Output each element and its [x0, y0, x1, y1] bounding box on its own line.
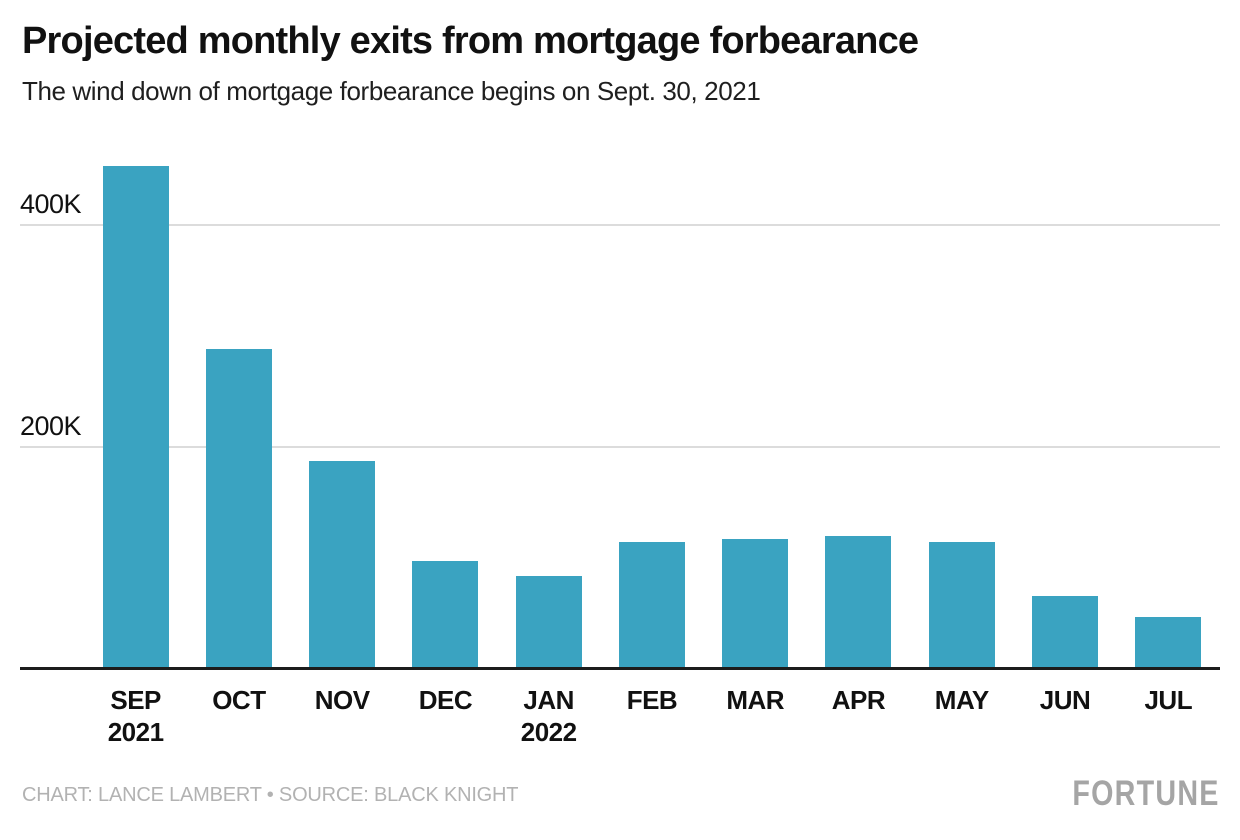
bar-sep — [102, 165, 169, 668]
gridline-200k — [20, 445, 1220, 448]
x-axis-line — [20, 667, 1220, 670]
bar-jul — [1135, 616, 1202, 668]
x-tick-label-oct: OCT — [212, 685, 266, 715]
bar-dec — [412, 561, 479, 668]
bar-mar — [722, 539, 789, 668]
gridline-400k — [20, 223, 1220, 226]
y-tick-label-400k: 400K — [20, 188, 82, 219]
bar-apr — [825, 535, 892, 668]
bar-column-oct: OCT — [187, 150, 290, 715]
bar-column-mar: MAR — [704, 150, 807, 715]
bar-column-jan: JAN 2022 — [497, 150, 600, 747]
bar-oct — [205, 349, 272, 668]
plot-area: 400K 200K SEP 2021 OCT NOV DEC JAN 2022 FEB MAR… — [20, 150, 1220, 747]
x-tick-label-nov: NOV — [314, 685, 370, 715]
page-title: Projected monthly exits from mortgage fo… — [22, 20, 919, 62]
bar-jun — [1032, 595, 1099, 668]
bar-nov — [309, 461, 376, 668]
bar-feb — [618, 542, 685, 668]
bar-column-apr: APR — [807, 150, 910, 715]
bar-column-nov: NOV — [291, 150, 394, 715]
x-tick-label-jan: JAN 2022 — [520, 685, 577, 747]
x-tick-label-dec: DEC — [418, 685, 473, 715]
x-tick-label-mar: MAR — [726, 685, 785, 715]
x-tick-label-may: MAY — [934, 685, 989, 715]
bar-column-may: MAY — [910, 150, 1013, 715]
x-tick-label-jun: JUN — [1039, 685, 1091, 715]
x-tick-label-jul: JUL — [1144, 685, 1193, 715]
bar-column-jul: JUL — [1117, 150, 1220, 715]
bar-may — [928, 542, 995, 668]
fortune-logo: FORTUNE — [1072, 774, 1220, 813]
chart-subtitle: The wind down of mortgage forbearance be… — [22, 76, 761, 106]
bar-column-sep: SEP 2021 — [84, 150, 187, 747]
y-tick-label-200k: 200K — [20, 410, 82, 441]
bar-column-dec: DEC — [394, 150, 497, 715]
bar-column-feb: FEB — [600, 150, 703, 715]
bar-column-jun: JUN — [1013, 150, 1116, 715]
x-tick-label-apr: APR — [831, 685, 886, 715]
bar-jan — [515, 575, 582, 668]
credit-line: CHART: LANCE LAMBERT • SOURCE: BLACK KNI… — [22, 784, 519, 806]
bars-layer: SEP 2021 OCT NOV DEC JAN 2022 FEB MAR APR MAY JUN… — [84, 150, 1220, 747]
x-tick-label-sep: SEP 2021 — [107, 685, 164, 747]
x-tick-label-feb: FEB — [626, 685, 678, 715]
